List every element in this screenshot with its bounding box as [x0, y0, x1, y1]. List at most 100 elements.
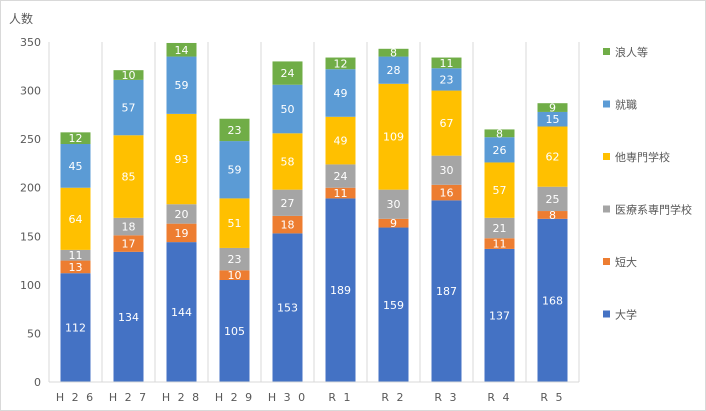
x-tick-label: R 1 [328, 391, 352, 404]
data-label: 8 [390, 47, 397, 60]
legend-label: 医療系専門学校 [615, 203, 692, 217]
bar-segment [219, 141, 250, 199]
bar-segment [537, 218, 568, 382]
bar-segment [113, 251, 144, 382]
y-tick-label: 50 [27, 327, 41, 340]
data-label: 18 [122, 221, 136, 234]
bar-segment [484, 162, 515, 218]
bar-segment [166, 56, 197, 114]
legend-label: 就職 [615, 98, 637, 112]
x-tick-label: R 5 [540, 391, 564, 404]
data-label: 24 [334, 170, 348, 183]
data-label: 11 [440, 57, 454, 70]
data-label: 17 [122, 238, 136, 251]
bar-segment [166, 223, 197, 243]
data-label: 59 [228, 164, 242, 177]
data-label: 45 [69, 160, 83, 173]
bar-segment [537, 103, 568, 112]
bar-segment [378, 218, 409, 228]
data-label: 49 [334, 135, 348, 148]
bar-segment [272, 215, 303, 234]
data-label: 8 [549, 209, 556, 222]
y-axis-title: 人数 [9, 11, 33, 26]
data-label: 85 [122, 171, 136, 184]
data-label: 168 [542, 294, 563, 307]
data-label: 15 [546, 113, 560, 126]
bar-segment [272, 133, 303, 190]
bar-segment [484, 217, 515, 239]
bar-segment [166, 42, 197, 57]
data-label: 62 [546, 151, 560, 164]
data-label: 28 [387, 64, 401, 77]
bar-segment [272, 233, 303, 382]
data-label: 11 [334, 187, 348, 200]
bar-segment [484, 238, 515, 249]
bar-segment [325, 187, 356, 199]
bar-segment [113, 135, 144, 218]
data-label: 112 [65, 322, 86, 335]
legend-label: 大学 [615, 308, 637, 322]
x-tick-label: R 3 [434, 391, 458, 404]
data-label: 134 [118, 311, 139, 324]
bar-segment [325, 69, 356, 117]
bar-segment [484, 137, 515, 163]
legend-swatch [603, 153, 610, 160]
bar-segment [60, 260, 91, 274]
data-label: 8 [496, 127, 503, 140]
legend-swatch [603, 258, 610, 265]
bar-segment [325, 198, 356, 382]
bar-segment [325, 116, 356, 165]
data-label: 21 [493, 222, 507, 235]
x-tick-label: H 2 9 [215, 391, 254, 404]
bar-segment [219, 118, 250, 142]
legend-label: 他専門学校 [615, 150, 670, 164]
y-tick-label: 100 [20, 279, 41, 292]
data-label: 93 [175, 153, 189, 166]
bars [60, 42, 568, 382]
legend-swatch [603, 100, 610, 108]
bar-segment [484, 129, 515, 138]
data-label: 30 [440, 164, 454, 177]
bar-segment [113, 79, 144, 136]
bar-segment [431, 200, 462, 382]
data-label: 23 [228, 253, 242, 266]
data-label: 105 [224, 325, 245, 338]
data-label: 13 [69, 261, 83, 274]
data-label: 109 [383, 131, 404, 144]
data-label: 23 [440, 73, 454, 86]
data-label: 12 [69, 132, 83, 145]
data-label: 50 [281, 103, 295, 116]
bar-segment [378, 83, 409, 190]
bar-segment [272, 61, 303, 85]
y-tick-label: 0 [34, 376, 41, 389]
bar-segment [537, 186, 568, 212]
bar-segment [378, 227, 409, 382]
bar-segment [431, 184, 462, 201]
bar-segment [60, 187, 91, 250]
bar-segment [272, 189, 303, 216]
bar-segment [219, 198, 250, 248]
bar-segment [378, 48, 409, 57]
x-tick-label: H 3 0 [268, 391, 307, 404]
y-tick-label: 200 [20, 182, 41, 195]
legend-swatch [603, 205, 610, 213]
bar-segment [325, 57, 356, 70]
data-label: 51 [228, 217, 242, 230]
data-label: 23 [228, 124, 242, 137]
bar-segment [537, 211, 568, 219]
legend-label: 短大 [615, 255, 637, 269]
data-label: 25 [546, 193, 560, 206]
bar-segment [113, 217, 144, 236]
data-labels: 1121311644512134171885571014419209359141… [65, 44, 563, 338]
bar-segment [60, 249, 91, 261]
bar-segment [219, 247, 250, 271]
data-label: 153 [277, 302, 298, 315]
data-label: 12 [334, 57, 348, 70]
axes: 0 50 100 150 200 250 300 350 H 2 6 H 2 7 H 2 8 H 2 … [20, 36, 579, 404]
data-label: 30 [387, 198, 401, 211]
bar-segment [378, 189, 409, 219]
data-label: 64 [69, 213, 83, 226]
